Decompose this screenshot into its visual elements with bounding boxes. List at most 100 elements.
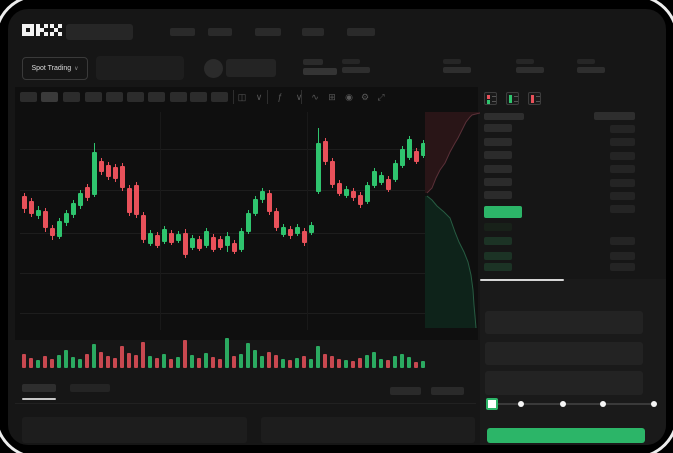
stat-value-placeholder — [443, 67, 471, 73]
candlestick — [57, 221, 62, 237]
volume-bar — [22, 354, 26, 368]
volume-bar — [337, 359, 341, 368]
candlestick — [253, 199, 258, 214]
volume-bar — [120, 346, 124, 368]
candlestick — [92, 152, 97, 195]
volume-bar — [386, 360, 390, 368]
timeframe-button[interactable] — [85, 92, 102, 102]
timeframe-button[interactable] — [148, 92, 165, 102]
stat-label-placeholder — [342, 59, 360, 64]
candlestick — [148, 233, 153, 244]
stat-label-placeholder — [577, 59, 595, 64]
candlestick — [351, 191, 356, 198]
candlestick — [358, 195, 363, 205]
bid-amount-placeholder — [610, 263, 635, 271]
order-price-input[interactable] — [485, 311, 643, 334]
volume-bar — [274, 355, 278, 368]
book-asks-icon[interactable] — [528, 92, 541, 105]
logo-pixel — [36, 24, 40, 28]
timeframe-button[interactable] — [106, 92, 123, 102]
snapshot-icon[interactable]: ◉ — [345, 92, 353, 102]
volume-bar — [407, 357, 411, 368]
pair-selector[interactable] — [96, 56, 184, 80]
bottom-action-button[interactable] — [390, 387, 421, 395]
toolbar-divider — [301, 90, 302, 104]
book-bids-icon[interactable] — [506, 92, 519, 105]
volume-bar — [239, 354, 243, 368]
logo-pixel — [26, 32, 30, 36]
pair-name-placeholder — [226, 59, 276, 77]
candlestick — [407, 139, 412, 158]
fullscreen-icon[interactable]: ⤢ — [377, 92, 385, 102]
book-combined-icon[interactable] — [484, 92, 497, 105]
candlestick — [239, 231, 244, 250]
order-amount-input[interactable] — [485, 342, 643, 365]
okx-logo — [22, 24, 62, 36]
timeframe-button[interactable] — [63, 92, 80, 102]
volume-bar — [225, 338, 229, 368]
header-search[interactable] — [66, 24, 133, 40]
timeframe-button[interactable] — [41, 92, 58, 102]
volume-bar — [211, 357, 215, 368]
icon-part — [487, 100, 490, 104]
bottom-tab[interactable] — [22, 384, 56, 392]
gridline — [20, 190, 425, 191]
ask-amount-placeholder — [610, 125, 635, 133]
volume-bar — [309, 359, 313, 368]
line-chart-icon[interactable]: ∿ — [311, 92, 319, 102]
slider-dot[interactable] — [651, 401, 657, 407]
buy-submit-button[interactable] — [487, 428, 645, 443]
volume-bar — [246, 343, 250, 368]
slider-dot[interactable] — [600, 401, 606, 407]
timeframe-button[interactable] — [211, 92, 228, 102]
order-total-input[interactable] — [485, 371, 643, 395]
volume-bar — [421, 361, 425, 368]
timeframe-button[interactable] — [170, 92, 187, 102]
percent-slider-track[interactable] — [490, 403, 655, 405]
volume-bar — [106, 356, 110, 368]
ask-price-placeholder — [484, 178, 512, 186]
gridline — [20, 233, 425, 234]
chevron-down-icon[interactable]: ∨ — [295, 92, 303, 102]
candlestick — [162, 229, 167, 242]
timeframe-button[interactable] — [190, 92, 207, 102]
slider-handle[interactable] — [486, 398, 498, 410]
chart-type-icon[interactable]: ◫ — [237, 92, 247, 102]
icon-part — [487, 95, 490, 99]
compare-icon[interactable]: ⊞ — [328, 92, 336, 102]
candlestick — [260, 191, 265, 200]
bottom-tab[interactable] — [70, 384, 110, 392]
slider-dot[interactable] — [518, 401, 524, 407]
logo-letter — [50, 24, 62, 36]
logo-pixel — [50, 24, 54, 28]
timeframe-button[interactable] — [127, 92, 144, 102]
nav-item[interactable] — [208, 28, 232, 36]
orders-panel — [22, 417, 247, 443]
indicators-icon[interactable]: ƒ — [277, 92, 283, 102]
candlestick — [99, 161, 104, 172]
bid-amount-placeholder — [610, 252, 635, 260]
logo-pixel — [54, 28, 58, 32]
stat-label-placeholder — [516, 59, 534, 64]
nav-item[interactable] — [255, 28, 281, 36]
volume-bar — [162, 354, 166, 368]
timeframe-button[interactable] — [20, 92, 37, 102]
volume-bar — [344, 360, 348, 368]
slider-dot[interactable] — [560, 401, 566, 407]
nav-item[interactable] — [347, 28, 375, 36]
volume-bar — [393, 356, 397, 368]
candlestick — [113, 167, 118, 179]
bid-price-placeholder — [484, 237, 512, 245]
volume-bar — [43, 356, 47, 368]
candlestick — [309, 225, 314, 233]
settings-icon[interactable]: ⚙ — [360, 92, 370, 102]
logo-pixel — [58, 32, 62, 36]
bottom-action-button[interactable] — [431, 387, 464, 395]
nav-item[interactable] — [302, 28, 324, 36]
icon-part — [536, 101, 540, 102]
market-type-selector[interactable]: Spot Trading ∨ — [22, 57, 88, 80]
nav-item[interactable] — [170, 28, 195, 36]
chevron-down-icon[interactable]: ∨ — [255, 92, 263, 102]
candlestick — [379, 175, 384, 183]
